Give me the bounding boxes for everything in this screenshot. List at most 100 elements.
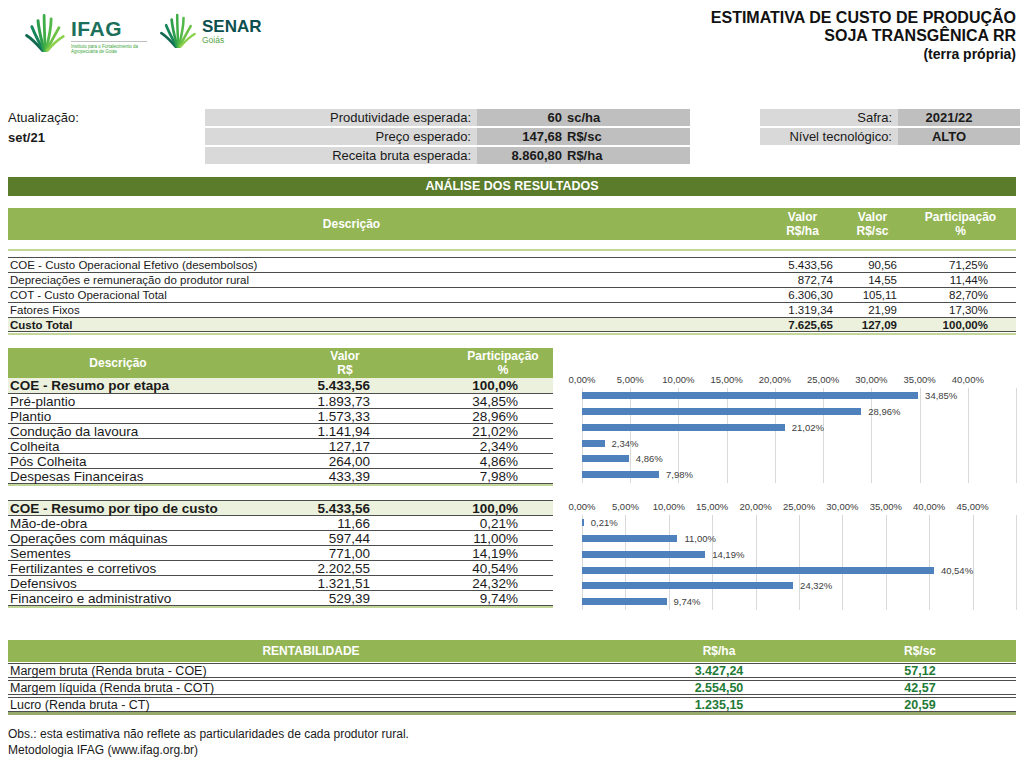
field-label: Preço esperado: bbox=[205, 128, 477, 145]
table-row: Mão-de-obra11,660,21% bbox=[8, 515, 553, 530]
gridline bbox=[712, 515, 713, 610]
table-cell: 1.321,51 bbox=[228, 576, 378, 591]
field-label: Nível tecnológico: bbox=[760, 128, 898, 145]
tipo-table: COE - Resumo por tipo de custo5.433,5610… bbox=[8, 500, 553, 608]
table-row: Condução da lavoura1.141,9421,02% bbox=[8, 423, 553, 438]
gridline bbox=[625, 515, 626, 610]
bar-value-label: 7,98% bbox=[666, 469, 693, 480]
results-table-body: COE - Custo Operacional Efetivo (desembo… bbox=[8, 257, 1016, 332]
table-cell: 42,57 bbox=[824, 681, 1016, 695]
table-row: Fertilizantes e corretivos2.202,5540,54% bbox=[8, 560, 553, 575]
bar-row: 40,54% bbox=[582, 567, 1016, 575]
bar bbox=[582, 408, 861, 415]
table-cell: 1.573,33 bbox=[228, 409, 378, 424]
value-unit: R$/ha bbox=[567, 147, 602, 164]
bar-value-label: 14,19% bbox=[712, 549, 744, 560]
expected-row: Receita bruta esperada: 8.860,80R$/ha bbox=[205, 147, 690, 164]
bar-row: 24,32% bbox=[582, 582, 1016, 590]
ifag-logo: IFAG Instituto para o Fortalecimento da … bbox=[24, 10, 147, 54]
table-cell: 24,32% bbox=[378, 576, 553, 591]
table-cell: Pré-plantio bbox=[8, 394, 228, 409]
etapa-table: Descrição ValorR$ Participação% COE - Re… bbox=[8, 348, 553, 486]
page: IFAG Instituto para o Fortalecimento da … bbox=[0, 0, 1024, 758]
title-line-2: SOJA TRANSGÊNICA RR bbox=[711, 27, 1016, 45]
table-cell: 40,54% bbox=[378, 561, 553, 576]
table-cell: 11,66 bbox=[228, 516, 378, 531]
ifag-logo-subtitle: Instituto para o Fortalecimento da Agrop… bbox=[71, 41, 147, 54]
bar-row: 21,02% bbox=[582, 424, 1016, 432]
table-row: Lucro (Renda bruta - CT)1.235,1520,59 bbox=[8, 697, 1016, 712]
gridline bbox=[582, 515, 583, 610]
table-row: Pré-plantio1.893,7334,85% bbox=[8, 393, 553, 408]
table-cell: 34,85% bbox=[378, 394, 553, 409]
table-cell: 57,12 bbox=[824, 664, 1016, 678]
table-cell: Margem bruta (Renda bruta - COE) bbox=[8, 664, 614, 678]
footer-notes: Obs.: esta estimativa não reflete as par… bbox=[8, 727, 560, 758]
table-cell: Condução da lavoura bbox=[8, 424, 228, 439]
bar bbox=[582, 424, 785, 431]
rentabilidade-table: RENTABILIDADE R$/ha R$/sc Margem bruta (… bbox=[8, 640, 1016, 715]
bar-value-label: 2,34% bbox=[612, 438, 639, 449]
table-cell: 90,56 bbox=[840, 259, 905, 271]
field-value: 8.860,80 R$/ha bbox=[477, 147, 690, 164]
table-cell: 872,74 bbox=[765, 274, 840, 286]
accent-line bbox=[8, 484, 553, 486]
table-cell: 6.306,30 bbox=[765, 289, 840, 301]
gridline bbox=[920, 388, 921, 483]
table-cell: 2,34% bbox=[378, 439, 553, 454]
gridline bbox=[973, 515, 974, 610]
gridline bbox=[756, 515, 757, 610]
expected-row: Produtividade esperada: 60sc/ha bbox=[205, 109, 690, 126]
table-cell: 14,19% bbox=[378, 546, 553, 561]
safra-block: Safra: 2021/22 Nível tecnológico: ALTO bbox=[760, 109, 1020, 147]
field-value: 147,68R$/sc bbox=[477, 128, 690, 145]
table-cell: 127,09 bbox=[840, 319, 905, 331]
bar bbox=[582, 519, 584, 526]
accent-line bbox=[8, 712, 1016, 715]
table-row: Despesas Financeiras433,397,98% bbox=[8, 468, 553, 483]
table-row: Fatores Fixos1.319,3421,9917,30% bbox=[8, 302, 1016, 317]
header-line: Valor bbox=[788, 210, 817, 224]
value-number: 8.860,80 bbox=[477, 147, 562, 164]
bar-row: 28,96% bbox=[582, 408, 1016, 416]
gridline bbox=[582, 388, 583, 483]
gridline bbox=[929, 515, 930, 610]
bar-value-label: 40,54% bbox=[941, 565, 973, 576]
bar bbox=[582, 392, 918, 399]
table-cell: Lucro (Renda bruta - CT) bbox=[8, 698, 614, 712]
section-banner: ANÁLISE DOS RESULTADOS bbox=[8, 177, 1016, 196]
table-cell: 105,11 bbox=[840, 289, 905, 301]
header-line: % bbox=[955, 224, 966, 238]
header-line: R$ bbox=[337, 363, 352, 377]
bar-row: 14,19% bbox=[582, 551, 1016, 559]
table-cell: 100,00% bbox=[905, 319, 1016, 331]
page-title: ESTIMATIVA DE CUSTO DE PRODUÇÃO SOJA TRA… bbox=[711, 9, 1016, 63]
header-line: Valor bbox=[858, 210, 887, 224]
table-cell: 7,98% bbox=[378, 469, 553, 484]
bar bbox=[582, 567, 934, 574]
table-cell: Financeiro e administrativo bbox=[8, 591, 228, 606]
header-line: Participação bbox=[925, 210, 996, 224]
table-cell: 100,0% bbox=[378, 501, 553, 516]
header-line: R$/ha bbox=[786, 224, 819, 238]
table-row: Custo Total7.625,65127,09100,00% bbox=[8, 317, 1016, 332]
table-cell: Margem líquida (Renda bruta - COT) bbox=[8, 681, 614, 695]
table-cell: 100,0% bbox=[378, 378, 553, 393]
table-cell: Depreciações e remuneração do produtor r… bbox=[8, 274, 765, 286]
column-header: R$/sc bbox=[824, 644, 1016, 658]
accent-line bbox=[8, 333, 1016, 335]
table-cell: Colheita bbox=[8, 439, 228, 454]
bar bbox=[582, 471, 659, 478]
table-cell: 4,86% bbox=[378, 454, 553, 469]
table-cell: Despesas Financeiras bbox=[8, 469, 228, 484]
table-cell: Sementes bbox=[8, 546, 228, 561]
table-cell: Fatores Fixos bbox=[8, 304, 765, 316]
value-number: 147,68 bbox=[477, 128, 562, 145]
bar-row: 34,85% bbox=[582, 392, 1016, 400]
gridline bbox=[823, 388, 824, 483]
metodologia-note: Metodologia IFAG (www.ifag.org.br) bbox=[8, 743, 560, 758]
table-cell: 127,17 bbox=[228, 439, 378, 454]
table-row: Depreciações e remuneração do produtor r… bbox=[8, 272, 1016, 287]
table-cell: 529,39 bbox=[228, 591, 378, 606]
table-row: Pós Colheita264,004,86% bbox=[8, 453, 553, 468]
